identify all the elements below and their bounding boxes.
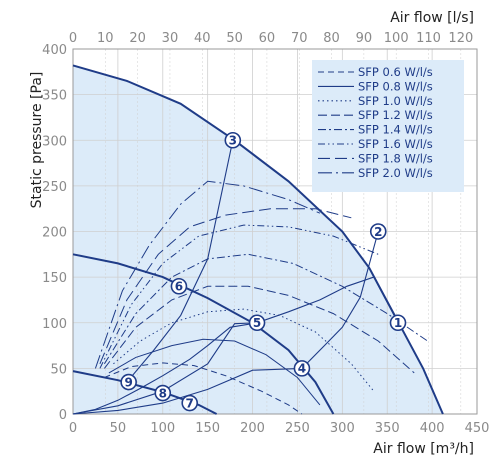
legend-label: SFP 1.2 W/l/s (358, 108, 433, 122)
plot-frame (72, 48, 478, 415)
system-curve-d (126, 140, 234, 383)
x2-tick-label: 0 (69, 31, 77, 46)
operating-point-marker (293, 360, 311, 377)
x2-tick-label: 110 (416, 31, 441, 46)
x-tick-label: 250 (285, 421, 310, 436)
operating-points-layer: 1 2 3 4 5 6 7 8 9 (120, 131, 407, 412)
y-tick-label: 100 (42, 317, 67, 332)
y-tick-label: 250 (42, 180, 67, 195)
operating-point-marker (181, 394, 199, 412)
operating-point-2: 2 (369, 223, 387, 240)
operating-point-label: 1 (394, 316, 402, 330)
operating-point-label: 6 (175, 280, 183, 294)
sfp-curve-5 (103, 253, 428, 365)
legend-label: SFP 1.0 W/l/s (358, 94, 433, 108)
legend-label: SFP 0.6 W/l/s (358, 65, 433, 79)
operating-point-label: 2 (374, 225, 382, 239)
operating-point-7: 7 (181, 394, 199, 412)
operating-point-3: 3 (224, 131, 242, 149)
operating-point-label: 4 (298, 362, 306, 376)
system-curve-c (72, 322, 258, 415)
operating-point-label: 5 (253, 316, 261, 330)
operating-point-label: 9 (124, 375, 132, 389)
operating-point-5: 5 (248, 314, 266, 332)
y-tick-label: 400 (42, 43, 67, 58)
x2-tick-label: 30 (162, 31, 179, 46)
operating-point-4: 4 (293, 360, 311, 377)
x-tick-label: 400 (420, 421, 445, 436)
x2-tick-label: 40 (194, 31, 211, 46)
x2-tick-label: 70 (291, 31, 308, 46)
x-tick-label: 0 (69, 421, 77, 436)
sfp-curve-2 (108, 338, 321, 406)
operating-point-label: 3 (229, 134, 237, 148)
system-curves-layer (72, 140, 399, 415)
legend-background (312, 60, 464, 192)
system-curve-b (72, 231, 379, 415)
operating-point-marker (154, 384, 172, 402)
y-tick-label: 350 (42, 89, 67, 104)
system-curve-a (72, 276, 399, 415)
operating-point-marker (170, 277, 188, 295)
operating-point-6: 6 (170, 277, 188, 295)
operating-point-8: 8 (154, 384, 172, 402)
sfp-curve-1 (104, 362, 303, 415)
sfp-curve-7 (99, 208, 352, 364)
operating-point-marker (248, 314, 266, 332)
x-tick-label: 450 (465, 421, 490, 436)
sfp-curve-3 (113, 308, 375, 392)
sfp-curves-layer (94, 180, 428, 415)
x2-tick-label: 120 (448, 31, 473, 46)
y-tick-label: 200 (42, 226, 67, 241)
legend-label: SFP 0.8 W/l/s (358, 79, 433, 93)
top-axis-title: Air flow [l/s] (390, 10, 474, 26)
operating-point-1: 1 (389, 314, 407, 332)
x2-tick-label: 80 (323, 31, 340, 46)
y-tick-label: 150 (42, 271, 67, 286)
x2-tick-label: 50 (226, 31, 243, 46)
operating-point-marker (369, 223, 387, 240)
fan-curve-mid (72, 253, 335, 415)
x-tick-label: 50 (110, 421, 127, 436)
y-tick-label: 50 (50, 362, 67, 377)
x2-tick-label: 100 (384, 31, 409, 46)
bottom-axis-title: Air flow [m³/h] (373, 441, 474, 457)
operating-point-label: 8 (159, 386, 167, 400)
operating-point-9: 9 (120, 373, 137, 391)
legend-label: SFP 1.4 W/l/s (358, 123, 433, 137)
y-tick-label: 300 (42, 134, 67, 149)
legend-label: SFP 1.6 W/l/s (358, 137, 433, 151)
x2-tick-label: 90 (356, 31, 373, 46)
operating-point-marker (120, 373, 137, 391)
x-tick-label: 350 (375, 421, 400, 436)
y-tick-label: 0 (59, 408, 67, 423)
sfp-curve-8 (94, 180, 321, 369)
legend-label: SFP 2.0 W/l/s (358, 166, 433, 180)
x-tick-label: 200 (240, 421, 265, 436)
fan-curve-max (72, 64, 444, 415)
y-axis-title: Static pressure [Pa] (29, 72, 45, 209)
x2-tick-label: 10 (97, 31, 114, 46)
operating-point-marker (224, 131, 242, 149)
x-tick-label: 100 (150, 421, 175, 436)
operating-point-marker (389, 314, 407, 332)
sfp-curve-6 (99, 224, 379, 369)
x-tick-label: 150 (195, 421, 220, 436)
legend-label: SFP 1.8 W/l/s (358, 151, 433, 165)
sfp-curve-4 (104, 285, 415, 374)
operating-point-label: 7 (186, 396, 194, 410)
x2-tick-label: 20 (129, 31, 146, 46)
x2-tick-label: 60 (259, 31, 276, 46)
x-tick-label: 300 (330, 421, 355, 436)
